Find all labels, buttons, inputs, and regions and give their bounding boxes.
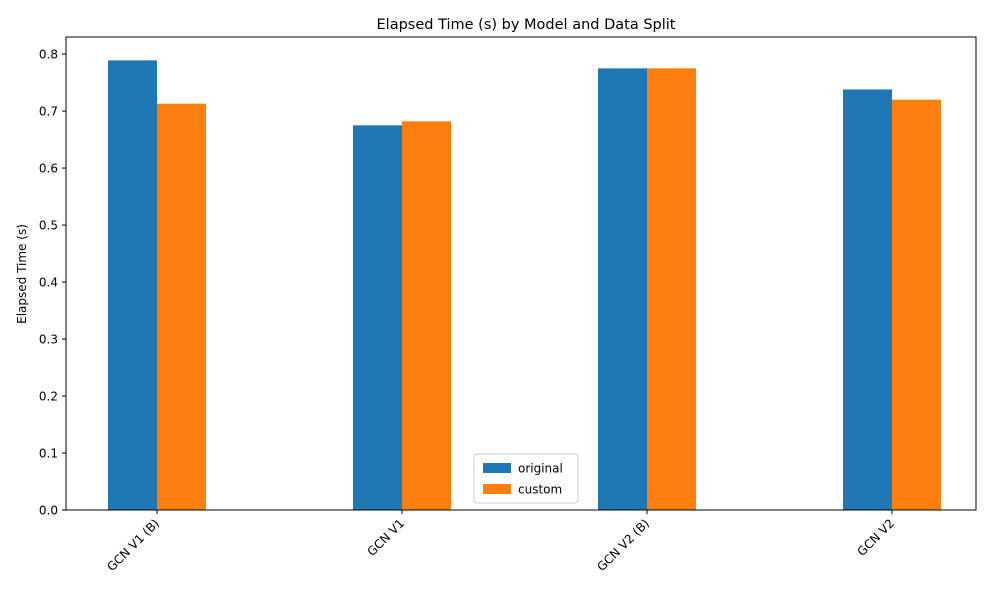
legend-label-original: original [518, 462, 563, 476]
plot-frame [65, 36, 977, 511]
legend-label-custom: custom [518, 483, 562, 497]
y-tick-label-7: 0.7 [39, 105, 58, 119]
bar-original-1 [353, 125, 402, 510]
bars-layer [108, 60, 941, 511]
y-tick-label-2: 0.2 [39, 390, 58, 404]
y-tick-label-1: 0.1 [39, 447, 58, 461]
x-tick-label-2: GCN V2 (B) [594, 516, 652, 574]
bar-custom-1 [402, 121, 451, 511]
legend-swatch-original [483, 463, 511, 473]
chart-title: Elapsed Time (s) by Model and Data Split [377, 17, 676, 33]
bar-custom-2 [647, 68, 696, 510]
x-axis: GCN V1 (B) GCN V1 GCN V2 (B) GCN V2 [104, 510, 897, 574]
bar-original-2 [598, 68, 647, 510]
bar-original-3 [843, 89, 892, 510]
y-tick-label-5: 0.5 [39, 219, 58, 233]
bar-custom-0 [157, 103, 206, 510]
y-tick-label-4: 0.4 [39, 276, 58, 290]
y-tick-label-6: 0.6 [39, 162, 58, 176]
y-axis: 0.0 0.1 0.2 0.3 0.4 0.5 0.6 0.7 0.8 [39, 48, 66, 518]
y-tick-label-8: 0.8 [39, 48, 58, 62]
bar-custom-3 [892, 99, 941, 511]
y-axis-label: Elapsed Time (s) [15, 224, 29, 324]
bar-original-0 [108, 60, 157, 511]
legend-swatch-custom [483, 484, 511, 494]
y-tick-label-0: 0.0 [39, 504, 58, 518]
legend: original custom [473, 453, 579, 504]
y-tick-label-3: 0.3 [39, 333, 58, 347]
x-tick-label-3: GCN V2 [854, 516, 897, 559]
x-tick-label-1: GCN V1 [364, 516, 407, 559]
x-tick-label-0: GCN V1 (B) [104, 516, 162, 574]
